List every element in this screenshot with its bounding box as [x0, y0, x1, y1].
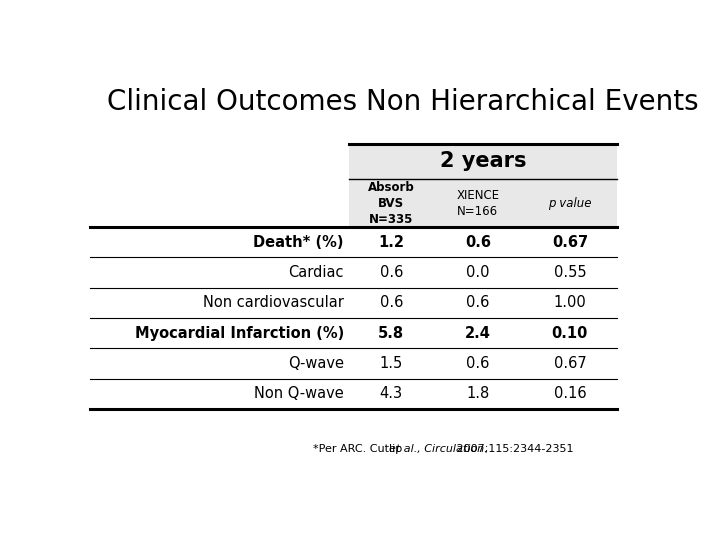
Text: 1.00: 1.00	[554, 295, 586, 310]
Text: 0.55: 0.55	[554, 265, 586, 280]
Text: 0.0: 0.0	[466, 265, 490, 280]
Text: 0.67: 0.67	[554, 356, 586, 371]
Text: 0.6: 0.6	[466, 356, 490, 371]
Text: Clinical Outcomes Non Hierarchical Events: Clinical Outcomes Non Hierarchical Event…	[107, 87, 698, 116]
Text: Myocardial Infarction (%): Myocardial Infarction (%)	[135, 326, 344, 341]
Text: 5.8: 5.8	[378, 326, 405, 341]
Text: Non cardiovascular: Non cardiovascular	[203, 295, 344, 310]
Text: 0.6: 0.6	[379, 295, 403, 310]
Text: 0.6: 0.6	[466, 295, 490, 310]
Text: Death* (%): Death* (%)	[253, 235, 344, 249]
Text: 0.16: 0.16	[554, 387, 586, 401]
Text: p value: p value	[548, 197, 592, 210]
Text: 1.2: 1.2	[378, 235, 405, 249]
Text: Q-wave: Q-wave	[288, 356, 344, 371]
Text: et al., Circulation.: et al., Circulation.	[389, 444, 487, 455]
Text: 0.67: 0.67	[552, 235, 588, 249]
Text: 0.6: 0.6	[465, 235, 491, 249]
Text: 0.10: 0.10	[552, 326, 588, 341]
Text: 1.5: 1.5	[379, 356, 403, 371]
Text: 2 years: 2 years	[440, 152, 526, 172]
Text: XIENCE
N=166: XIENCE N=166	[456, 188, 500, 218]
Text: Absorb
BVS
N=335: Absorb BVS N=335	[368, 180, 415, 226]
Text: *Per ARC. Cutlip: *Per ARC. Cutlip	[313, 444, 406, 455]
Text: 4.3: 4.3	[379, 387, 403, 401]
Text: 2007;115:2344-2351: 2007;115:2344-2351	[453, 444, 573, 455]
Text: 0.6: 0.6	[379, 265, 403, 280]
Text: 2.4: 2.4	[465, 326, 491, 341]
Text: Cardiac: Cardiac	[289, 265, 344, 280]
Text: 1.8: 1.8	[466, 387, 490, 401]
Text: Non Q-wave: Non Q-wave	[254, 387, 344, 401]
